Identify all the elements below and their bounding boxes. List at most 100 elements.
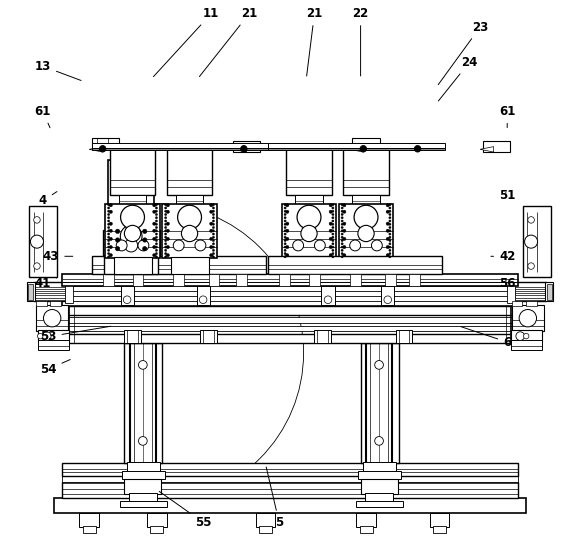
Circle shape bbox=[155, 246, 158, 248]
Bar bbox=[171, 257, 209, 274]
Bar bbox=[290, 257, 328, 274]
Circle shape bbox=[165, 249, 166, 251]
Circle shape bbox=[30, 235, 44, 248]
Circle shape bbox=[389, 243, 391, 245]
Circle shape bbox=[109, 254, 113, 257]
Bar bbox=[92, 143, 269, 148]
Bar bbox=[103, 230, 160, 256]
Circle shape bbox=[329, 222, 332, 225]
Circle shape bbox=[332, 230, 334, 232]
Text: 21: 21 bbox=[306, 7, 322, 76]
Circle shape bbox=[314, 240, 325, 251]
Circle shape bbox=[375, 361, 383, 369]
Circle shape bbox=[109, 237, 113, 241]
Bar bbox=[286, 149, 332, 195]
Circle shape bbox=[109, 229, 113, 232]
Circle shape bbox=[212, 220, 215, 222]
Circle shape bbox=[155, 236, 158, 238]
Circle shape bbox=[139, 437, 147, 445]
Circle shape bbox=[107, 246, 110, 248]
Bar bbox=[34, 282, 66, 301]
Circle shape bbox=[332, 256, 334, 258]
Circle shape bbox=[389, 239, 391, 242]
Circle shape bbox=[212, 213, 215, 216]
Bar bbox=[353, 138, 379, 149]
Circle shape bbox=[155, 252, 158, 255]
Bar bbox=[314, 330, 331, 343]
Bar bbox=[514, 282, 546, 301]
Bar bbox=[358, 471, 401, 479]
Text: 51: 51 bbox=[499, 189, 516, 202]
Circle shape bbox=[341, 243, 343, 245]
Circle shape bbox=[209, 254, 213, 257]
Text: 21: 21 bbox=[200, 7, 258, 77]
Circle shape bbox=[155, 223, 158, 225]
Circle shape bbox=[107, 210, 110, 212]
Circle shape bbox=[332, 213, 334, 216]
Circle shape bbox=[166, 222, 169, 225]
Circle shape bbox=[371, 240, 382, 251]
Bar bbox=[235, 274, 246, 286]
Circle shape bbox=[155, 233, 158, 235]
Circle shape bbox=[166, 229, 169, 232]
Circle shape bbox=[44, 310, 61, 327]
Bar bbox=[108, 160, 154, 223]
Circle shape bbox=[329, 237, 332, 241]
Bar bbox=[507, 281, 516, 303]
Circle shape bbox=[343, 210, 346, 213]
Circle shape bbox=[341, 246, 343, 248]
Circle shape bbox=[386, 245, 389, 249]
Circle shape bbox=[386, 237, 389, 241]
Circle shape bbox=[155, 204, 158, 206]
Text: 61: 61 bbox=[35, 105, 51, 128]
Circle shape bbox=[284, 207, 286, 209]
Circle shape bbox=[155, 243, 158, 245]
Circle shape bbox=[386, 204, 389, 207]
Circle shape bbox=[165, 217, 166, 219]
Circle shape bbox=[343, 245, 346, 249]
Bar bbox=[124, 343, 162, 463]
Bar bbox=[106, 204, 160, 258]
Bar bbox=[385, 274, 396, 286]
Circle shape bbox=[107, 236, 110, 238]
Circle shape bbox=[341, 204, 343, 206]
Circle shape bbox=[341, 226, 343, 229]
Circle shape bbox=[389, 204, 391, 206]
Polygon shape bbox=[480, 147, 494, 152]
Circle shape bbox=[109, 204, 113, 207]
Circle shape bbox=[284, 213, 286, 216]
Circle shape bbox=[109, 245, 113, 249]
Circle shape bbox=[153, 237, 156, 241]
Bar bbox=[361, 343, 398, 463]
Text: 43: 43 bbox=[43, 250, 72, 263]
Circle shape bbox=[524, 333, 529, 339]
Circle shape bbox=[107, 239, 110, 242]
Circle shape bbox=[341, 249, 343, 251]
Circle shape bbox=[301, 225, 317, 242]
Bar bbox=[36, 301, 47, 306]
Circle shape bbox=[143, 229, 147, 233]
Circle shape bbox=[386, 229, 389, 232]
Circle shape bbox=[155, 207, 158, 209]
Bar bbox=[64, 281, 73, 303]
Circle shape bbox=[166, 210, 169, 213]
Circle shape bbox=[286, 229, 289, 232]
Circle shape bbox=[107, 243, 110, 245]
Circle shape bbox=[284, 204, 286, 206]
Bar bbox=[30, 206, 56, 277]
Circle shape bbox=[341, 210, 343, 212]
Circle shape bbox=[212, 207, 215, 209]
Circle shape bbox=[389, 220, 391, 222]
Circle shape bbox=[389, 210, 391, 212]
Bar bbox=[356, 501, 403, 507]
Circle shape bbox=[286, 254, 289, 257]
Polygon shape bbox=[233, 147, 246, 152]
Circle shape bbox=[528, 263, 534, 269]
Bar bbox=[62, 317, 518, 323]
Text: 55: 55 bbox=[160, 491, 211, 529]
Circle shape bbox=[166, 237, 169, 241]
Bar bbox=[512, 305, 544, 331]
Circle shape bbox=[286, 245, 289, 249]
Circle shape bbox=[155, 217, 158, 219]
Circle shape bbox=[212, 204, 215, 206]
